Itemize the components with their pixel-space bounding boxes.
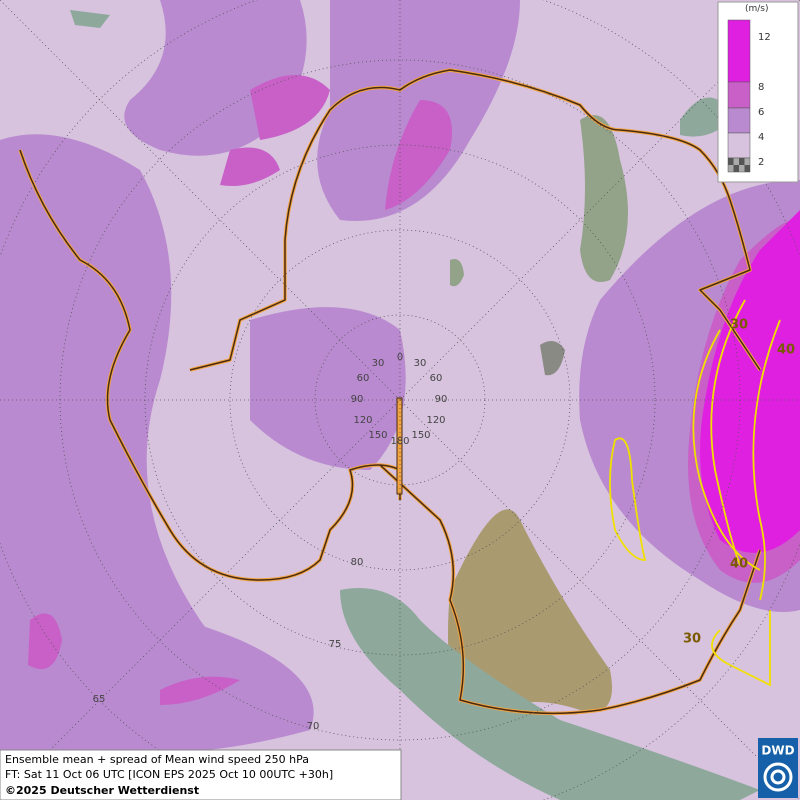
longitude-label: 120 [353, 415, 372, 426]
longitude-label: 30 [414, 358, 427, 369]
longitude-label: 0 [397, 352, 403, 363]
contour-label: 30 [683, 632, 701, 647]
longitude-label: 60 [430, 373, 443, 384]
latitude-label: 70 [307, 721, 320, 732]
longitude-label: 120 [426, 415, 445, 426]
latitude-label: 65 [93, 694, 106, 705]
contour-label: 40 [730, 557, 748, 572]
footer-copyright: ©2025 Deutscher Wetterdienst [5, 784, 199, 797]
contour [609, 299, 781, 687]
footer-forecast: FT: Sat 11 Oct 06 UTC [ICON EPS 2025 Oct… [5, 768, 333, 781]
legend-unit: (m/s) [745, 4, 769, 14]
legend-tick: 2 [758, 157, 764, 168]
legend-tick: 12 [758, 32, 771, 43]
latitude-label: 75 [329, 639, 342, 650]
wind-field [0, 0, 800, 753]
longitude-label: 90 [351, 394, 364, 405]
legend: (m/s) 12 8 6 4 2 [717, 1, 799, 183]
coastline [18, 68, 762, 716]
terrain [70, 10, 760, 800]
legend-tick: 8 [758, 82, 764, 93]
logo: DWD [758, 738, 798, 798]
footer: Ensemble mean + spread of Mean wind spee… [0, 749, 402, 800]
longitude-label: 90 [435, 394, 448, 405]
longitude-label: 60 [357, 373, 370, 384]
longitude-label: 150 [368, 430, 387, 441]
contour-label: 40 [777, 343, 795, 358]
contour-label: 30 [730, 318, 748, 333]
latitude-label: 80 [351, 557, 364, 568]
longitude-label: 180 [390, 436, 409, 447]
logo-text: DWD [761, 744, 794, 758]
legend-tick: 6 [758, 107, 764, 118]
longitude-label: 30 [372, 358, 385, 369]
legend-tick: 4 [758, 132, 764, 143]
longitude-label: 150 [411, 430, 430, 441]
footer-title: Ensemble mean + spread of Mean wind spee… [5, 753, 309, 766]
